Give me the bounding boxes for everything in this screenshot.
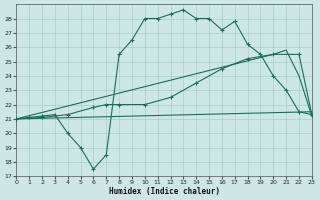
X-axis label: Humidex (Indice chaleur): Humidex (Indice chaleur) [108,187,220,196]
